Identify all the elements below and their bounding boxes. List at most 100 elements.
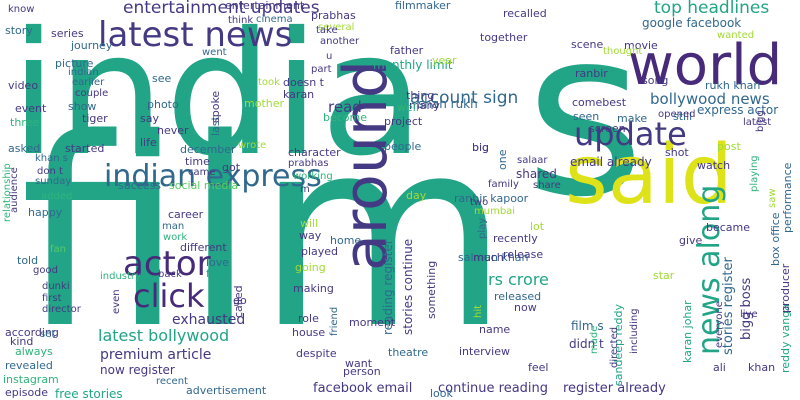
word-salman-khan: salman khan (458, 251, 529, 264)
word-will: will (300, 217, 319, 230)
word-home: home (330, 234, 362, 247)
word-making: making (293, 282, 334, 295)
word-make: make (617, 112, 648, 125)
word-playing: playing (749, 155, 760, 192)
word-karan-johar: karan johar (681, 299, 694, 363)
word-journey: journey (71, 39, 113, 52)
word-spoke: spoke (209, 90, 222, 123)
word-family: family (488, 179, 519, 190)
word-recent: recent (156, 376, 188, 387)
word-fan: fan (50, 244, 66, 255)
word-time: time (185, 155, 210, 168)
word-share: share (533, 180, 561, 191)
word-added: added (41, 191, 73, 202)
word-recently: recently (493, 232, 538, 245)
word-khan-s: khan s (35, 153, 68, 164)
word-bigg: bigg (755, 110, 766, 132)
word-social-media: social media (169, 179, 239, 192)
word-started: started (65, 142, 105, 155)
word-facebook-email: facebook email (313, 381, 413, 396)
word-post: post (717, 140, 741, 153)
word-india: india (10, 0, 425, 194)
word-comebest: comebest (572, 96, 627, 109)
word-dunki: dunki (42, 281, 70, 292)
word-series: series (51, 27, 84, 40)
word-wrote: wrote (238, 140, 267, 151)
word-film: film (20, 84, 510, 386)
word-got: got (222, 161, 241, 174)
word-even: even (111, 289, 122, 314)
word-came: came (188, 167, 216, 178)
word-person: person (343, 365, 381, 378)
word-doesn-t: doesn t (283, 76, 324, 89)
word-one: one (496, 149, 509, 170)
word-went: went (202, 47, 227, 58)
word-see: see (152, 72, 172, 85)
word-world: world (628, 33, 783, 98)
word-express-actor: express actor (697, 103, 779, 117)
word-box-office: box office (769, 212, 782, 266)
word-click: click (133, 277, 205, 315)
word-several: several (318, 22, 355, 33)
word-work: work (163, 232, 188, 243)
word-earlier: earlier (72, 77, 105, 88)
word-karan: karan (283, 88, 315, 101)
word-directed: directed (609, 326, 620, 368)
word-read: read (328, 98, 362, 116)
word-photo: photo (147, 98, 179, 111)
word-made: made (589, 325, 600, 354)
word-role: role (298, 312, 319, 325)
word-career: career (168, 208, 204, 221)
word-big: big (472, 141, 490, 154)
word-said: said (565, 128, 733, 223)
word-theatre: theatre (388, 346, 429, 359)
word-audience: audience (9, 167, 20, 213)
word-seen: seen (573, 110, 600, 123)
word-stories-continue: stories continue (401, 238, 415, 336)
word-man: man (162, 221, 185, 232)
word-top-headlines: top headlines (654, 0, 770, 18)
word-well: well (397, 101, 419, 114)
word-watch: watch (697, 159, 731, 172)
word-bollywood-news: bollywood news (650, 90, 770, 108)
word-always: always (15, 345, 53, 358)
word-indian: indian (68, 67, 99, 78)
word-year: year (432, 54, 457, 67)
word-video: video (8, 79, 39, 92)
word-recalled: recalled (503, 7, 547, 20)
word-love: love (206, 256, 230, 269)
word-never: never (157, 124, 189, 137)
word-become: become (323, 111, 368, 124)
word-latest: latest (743, 117, 772, 128)
word-despite: despite (296, 347, 337, 360)
word-live: live (740, 309, 758, 320)
word-feel: feel (528, 361, 549, 374)
word-according: according (5, 326, 59, 339)
word-latest-bollywood: latest bollywood (98, 326, 230, 345)
word-prabhas: prabhas (311, 9, 356, 22)
word-star: star (653, 269, 675, 282)
word-set: set (40, 329, 56, 340)
word-still: still (673, 110, 693, 123)
word-house: house (292, 326, 326, 339)
word-everyone: everyone (714, 301, 725, 348)
word-don-t: don t (37, 166, 63, 177)
word-told: told (17, 254, 39, 267)
word-rukh-khan: rukh khan (705, 79, 761, 92)
word-shared: shared (516, 167, 557, 181)
word-continue-reading: continue reading (438, 381, 549, 396)
word-took: took (258, 77, 280, 88)
word-rs-crore: rs crore (488, 270, 549, 289)
word-working: working (293, 171, 333, 182)
word-premium-article: premium article (100, 347, 212, 363)
word-prabhas: prabhas (288, 158, 329, 169)
word-email-already: email already (570, 155, 652, 169)
word-day: day (406, 189, 427, 202)
word-update: update (574, 115, 687, 153)
word-father: father (390, 44, 424, 57)
word-thing: thing (406, 89, 435, 102)
word-go: go (233, 294, 247, 307)
word-revealed: revealed (5, 359, 53, 372)
word-producer: producer (779, 263, 792, 313)
